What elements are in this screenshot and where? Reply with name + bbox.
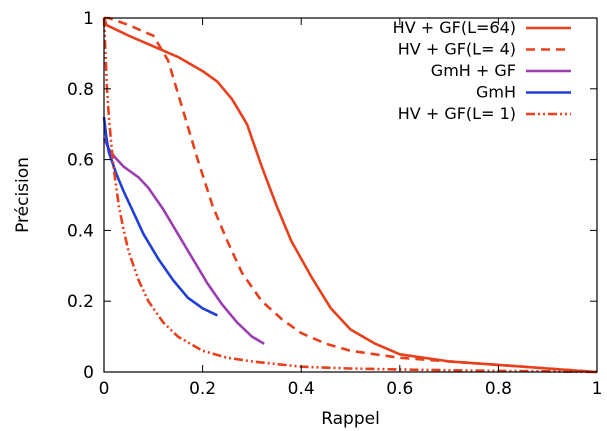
legend: HV + GF(L=64) HV + GF(L= 4) GmH + GF GmH HV … bbox=[393, 18, 571, 123]
y-tick-label: 0.8 bbox=[67, 80, 94, 100]
series-line-3 bbox=[102, 116, 218, 317]
x-tick-label: 0 bbox=[99, 379, 110, 399]
x-tick-label: 0.2 bbox=[189, 379, 216, 399]
legend-label: HV + GF(L=64) bbox=[393, 18, 516, 37]
y-axis-label: Précision bbox=[13, 157, 33, 233]
plot-frame bbox=[103, 17, 598, 373]
y-tick-label: 0.6 bbox=[67, 151, 94, 171]
series-line-4 bbox=[102, 17, 598, 374]
y-tick-label: 0.4 bbox=[67, 221, 94, 241]
x-axis-ticks: 0 0.2 0.4 0.6 0.8 1 bbox=[99, 18, 603, 399]
legend-label: HV + GF(L= 4) bbox=[398, 40, 516, 59]
x-axis-label: Rappel bbox=[321, 409, 380, 429]
x-tick-label: 0.8 bbox=[485, 379, 512, 399]
series-line-0 bbox=[102, 17, 598, 374]
x-tick-label: 0.4 bbox=[288, 379, 315, 399]
x-tick-label: 1 bbox=[592, 379, 603, 399]
legend-label: HV + GF(L= 1) bbox=[398, 104, 516, 123]
legend-label: GmH + GF bbox=[431, 61, 516, 80]
series-line-1 bbox=[104, 16, 598, 374]
y-tick-label: 0 bbox=[83, 363, 94, 383]
legend-label: GmH bbox=[476, 83, 516, 102]
series-line-2 bbox=[102, 137, 265, 345]
curves-layer bbox=[102, 16, 598, 374]
y-tick-label: 1 bbox=[83, 9, 94, 29]
y-axis-ticks: 0 0.2 0.4 0.6 0.8 1 bbox=[67, 9, 597, 383]
y-tick-label: 0.2 bbox=[67, 292, 94, 312]
x-tick-label: 0.6 bbox=[386, 379, 413, 399]
